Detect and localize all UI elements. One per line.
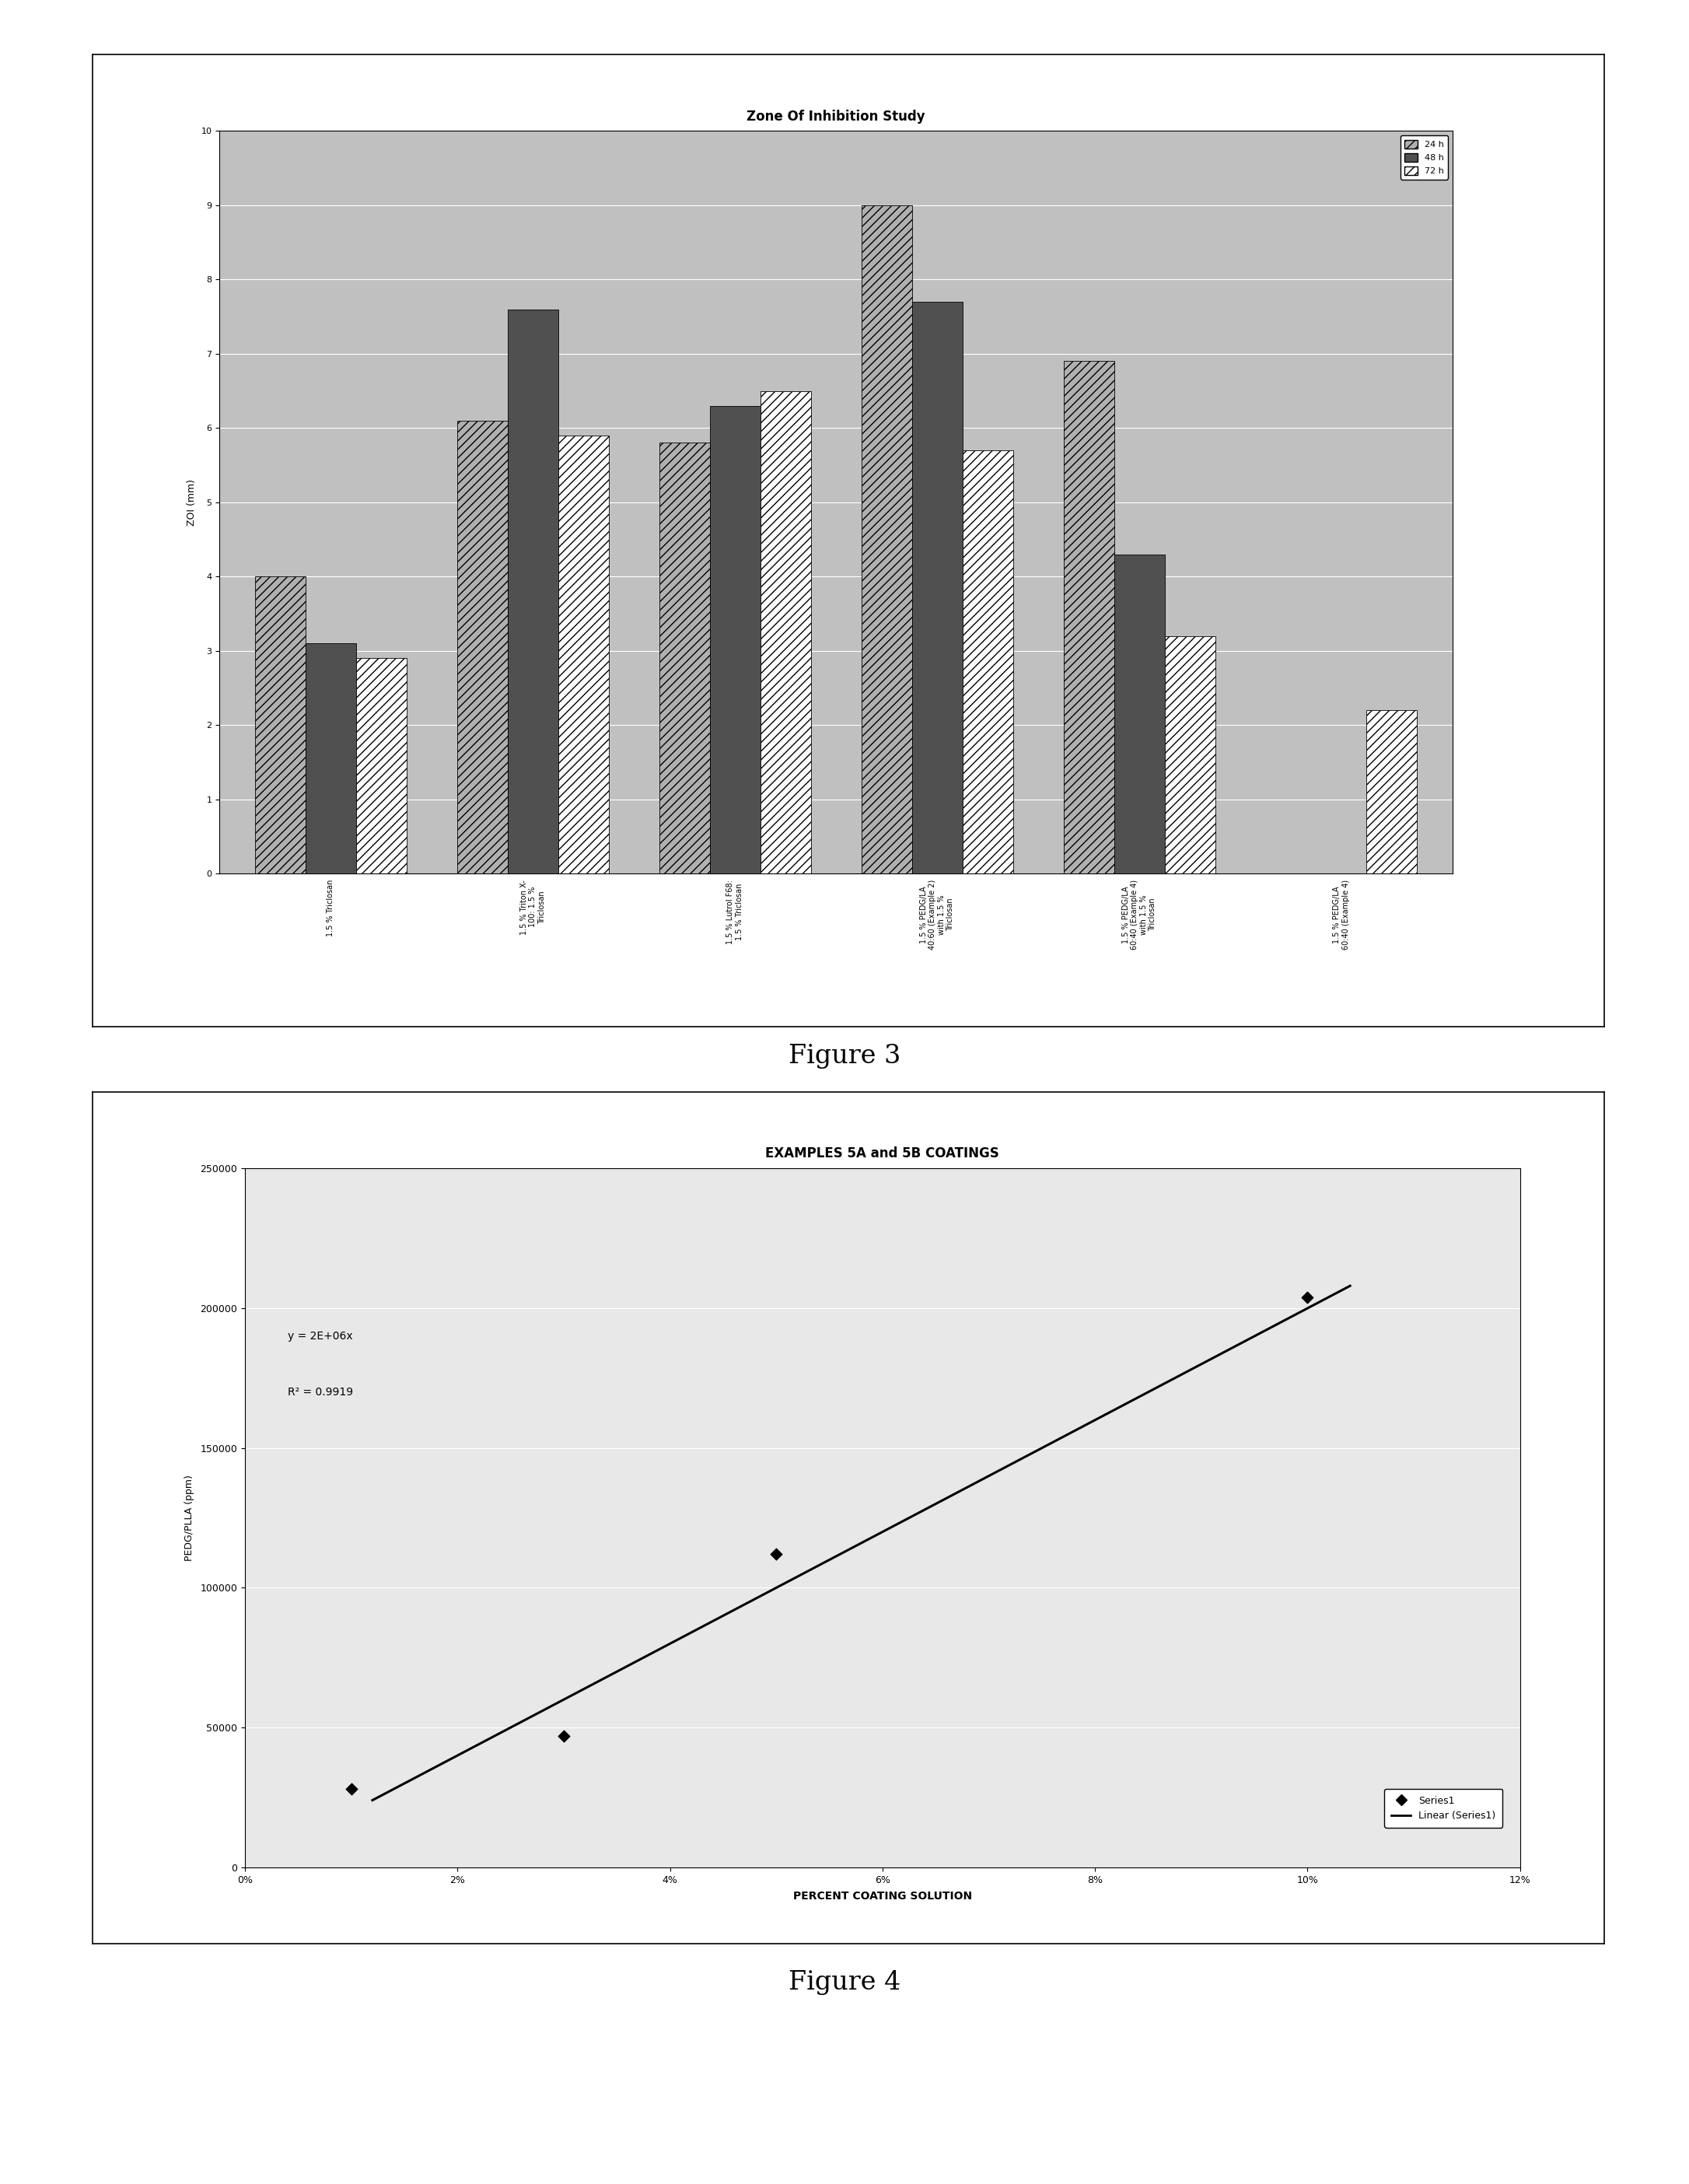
Point <box>1294 1280 1321 1315</box>
Bar <box>508 310 557 874</box>
Legend: Series1, Linear (Series1): Series1, Linear (Series1) <box>1385 1789 1503 1828</box>
Point <box>551 1719 578 1754</box>
Bar <box>255 577 306 874</box>
Bar <box>1366 710 1417 874</box>
Bar <box>912 301 963 874</box>
Point <box>338 1771 365 1806</box>
Legend: 24 h, 48 h, 72 h: 24 h, 48 h, 72 h <box>1400 135 1447 179</box>
Bar <box>1064 360 1115 874</box>
X-axis label: PERCENT COATING SOLUTION: PERCENT COATING SOLUTION <box>794 1891 971 1902</box>
Bar <box>1115 555 1164 874</box>
Bar <box>356 657 407 874</box>
Bar <box>306 644 356 874</box>
Bar <box>659 443 709 874</box>
Text: y = 2E+06x: y = 2E+06x <box>287 1330 353 1341</box>
Text: R² = 0.9919: R² = 0.9919 <box>287 1387 353 1398</box>
Bar <box>458 422 508 874</box>
Point <box>763 1538 790 1572</box>
Title: EXAMPLES 5A and 5B COATINGS: EXAMPLES 5A and 5B COATINGS <box>765 1147 1000 1160</box>
Bar <box>760 391 811 874</box>
Bar <box>861 205 912 874</box>
Bar <box>557 435 608 874</box>
Text: Figure 4: Figure 4 <box>789 1970 900 1994</box>
Bar <box>963 450 1013 874</box>
Bar <box>1164 636 1214 874</box>
Text: Figure 3: Figure 3 <box>789 1044 900 1068</box>
Bar <box>709 406 760 874</box>
Title: Zone Of Inhibition Study: Zone Of Inhibition Study <box>747 109 926 122</box>
Y-axis label: PEDG/PLLA (ppm): PEDG/PLLA (ppm) <box>184 1474 194 1562</box>
Y-axis label: ZOI (mm): ZOI (mm) <box>187 478 198 526</box>
